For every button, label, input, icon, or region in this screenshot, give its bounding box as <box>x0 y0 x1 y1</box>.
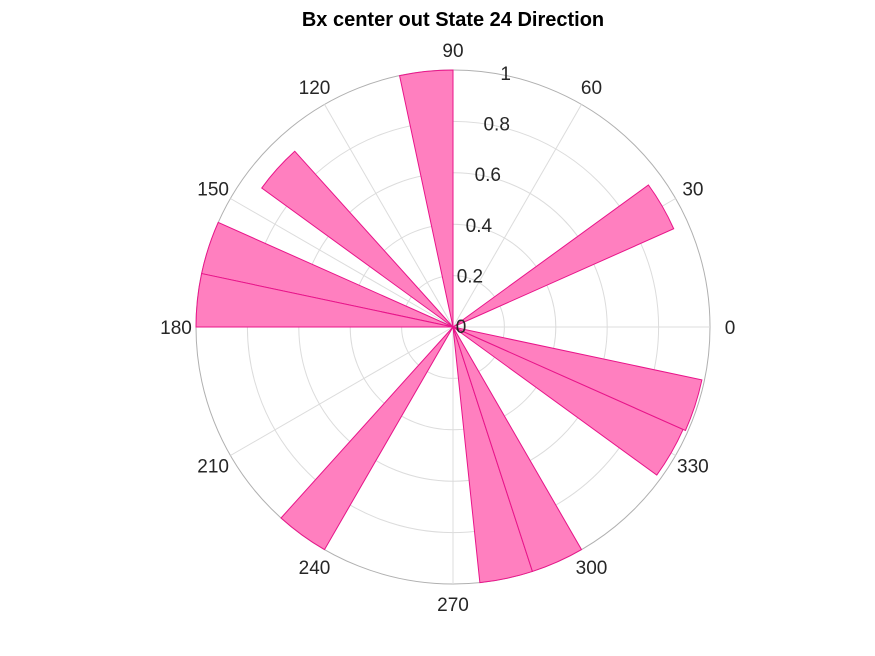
r-tick-label-3: 0.6 <box>475 165 501 186</box>
r-tick-label-0: 0 <box>456 317 467 338</box>
theta-tick-label-90: 90 <box>442 41 463 62</box>
theta-tick-label-330: 330 <box>677 457 709 478</box>
theta-tick-label-270: 270 <box>437 595 469 616</box>
grid-spoke-210 <box>230 326 454 456</box>
histogram-bar-138 <box>261 150 454 328</box>
theta-tick-label-180: 180 <box>160 318 192 339</box>
theta-tick-label-300: 300 <box>576 558 608 579</box>
theta-tick-label-210: 210 <box>197 457 229 478</box>
theta-tick-label-120: 120 <box>299 78 331 99</box>
theta-tick-label-30: 30 <box>682 180 703 201</box>
histogram-bar-30 <box>452 184 675 328</box>
r-tick-label-5: 1 <box>500 64 511 85</box>
r-tick-label-2: 0.4 <box>466 216 493 237</box>
radial-tick-labels: 0 0.2 0.4 0.6 0.8 1 <box>456 64 511 338</box>
theta-tick-label-240: 240 <box>299 558 331 579</box>
histogram-bar-294 <box>452 326 583 573</box>
r-tick-label-4: 0.8 <box>483 115 509 136</box>
theta-tick-label-150: 150 <box>197 180 229 201</box>
r-tick-label-1: 0.2 <box>457 266 483 287</box>
angular-tick-labels: 0 30 60 90 120 150 180 210 240 270 300 330 <box>160 41 735 616</box>
histogram-bar-234 <box>280 326 454 551</box>
histogram-bar-342 <box>452 326 703 432</box>
grid-spoke-60 <box>452 104 582 328</box>
grid-spoke-150 <box>230 198 454 328</box>
chart-title: Bx center out State 24 Direction <box>302 9 604 31</box>
grid-spoke-120 <box>324 104 454 328</box>
histogram-bars <box>195 69 703 584</box>
histogram-bar-96 <box>398 69 454 328</box>
histogram-bar-174 <box>195 272 454 328</box>
theta-tick-label-60: 60 <box>581 78 602 99</box>
theta-tick-label-0: 0 <box>725 318 736 339</box>
